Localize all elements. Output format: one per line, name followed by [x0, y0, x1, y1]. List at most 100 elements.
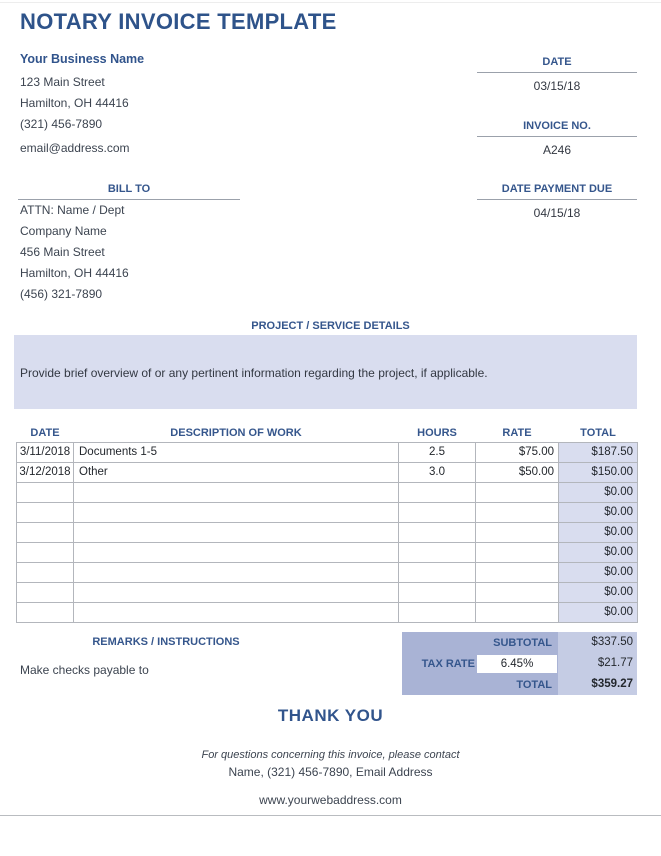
bill-to-phone: (456) 321-7890 — [20, 287, 103, 301]
business-address-line1: 123 Main Street — [20, 75, 105, 89]
remarks-label: REMARKS / INSTRUCTIONS — [92, 636, 240, 648]
tax-row: TAX RATE $21.77 — [402, 653, 637, 674]
cell-description — [73, 541, 399, 563]
cell-description: Documents 1-5 — [73, 441, 399, 463]
business-name: Your Business Name — [20, 52, 145, 66]
cell-total: $0.00 — [558, 481, 638, 503]
cell-description: Other — [73, 461, 399, 483]
payment-due-rule — [477, 199, 637, 200]
cell-date — [16, 561, 74, 583]
cell-hours — [398, 481, 476, 503]
bill-to-company: Company Name — [20, 224, 107, 238]
cell-rate — [475, 521, 559, 543]
invoice-date-rule — [477, 72, 637, 73]
footer-contact-note: For questions concerning this invoice, p… — [201, 749, 460, 761]
total-row: TOTAL $359.27 — [402, 674, 637, 695]
cell-hours — [398, 501, 476, 523]
cell-description — [73, 521, 399, 543]
bill-to-address-line1: 456 Main Street — [20, 245, 105, 259]
bill-to-section: BILL TO ATTN: Name / Dept Company Name 4… — [18, 183, 240, 305]
header-rate: RATE — [502, 426, 532, 439]
header-hours: HOURS — [417, 426, 457, 439]
header-total: TOTAL — [580, 426, 616, 439]
cell-total: $0.00 — [558, 561, 638, 583]
cell-rate — [475, 581, 559, 603]
cell-total: $187.50 — [558, 441, 638, 463]
cell-date — [16, 601, 74, 623]
table-row: $0.00 — [16, 561, 638, 583]
footer-website: www.yourwebaddress.com — [259, 793, 402, 807]
tax-rate-label: TAX RATE — [421, 657, 475, 670]
bill-to-attn: ATTN: Name / Dept — [20, 203, 125, 217]
tax-amount-value: $21.77 — [558, 653, 637, 674]
cell-hours — [398, 561, 476, 583]
bill-to-address-line2: Hamilton, OH 44416 — [20, 266, 129, 280]
subtotal-label-area: SUBTOTAL — [402, 632, 558, 653]
work-table-body: 3/11/2018 Documents 1-5 2.5 $75.00 $187.50 3/… — [16, 441, 638, 623]
invoice-number-value: A246 — [542, 143, 572, 157]
checks-payable-note: Make checks payable to — [20, 663, 149, 677]
cell-rate — [475, 541, 559, 563]
summary-box: SUBTOTAL $337.50 TAX RATE $21.77 TOTAL $… — [402, 632, 637, 695]
cell-total: $0.00 — [558, 601, 638, 623]
bottom-divider — [0, 815, 661, 816]
cell-description — [73, 481, 399, 503]
cell-hours: 2.5 — [398, 441, 476, 463]
project-details-box: Provide brief overview of or any pertine… — [14, 335, 637, 409]
subtotal-label: SUBTOTAL — [493, 636, 552, 649]
table-row: $0.00 — [16, 581, 638, 603]
header-description: DESCRIPTION OF WORK — [170, 426, 302, 439]
cell-description — [73, 601, 399, 623]
business-address-line2: Hamilton, OH 44416 — [20, 96, 129, 110]
table-row: 3/12/2018 Other 3.0 $50.00 $150.00 — [16, 461, 638, 483]
cell-date — [16, 481, 74, 503]
grand-total-value: $359.27 — [558, 674, 637, 695]
table-row: $0.00 — [16, 501, 638, 523]
cell-date — [16, 521, 74, 543]
subtotal-value: $337.50 — [558, 632, 637, 653]
cell-total: $0.00 — [558, 581, 638, 603]
bill-to-rule — [18, 199, 240, 200]
cell-date — [16, 581, 74, 603]
invoice-number-rule — [477, 136, 637, 137]
cell-hours — [398, 541, 476, 563]
cell-description — [73, 561, 399, 583]
project-overview-text: Provide brief overview of or any pertine… — [20, 366, 488, 380]
invoice-date-field: DATE 03/15/18 — [477, 56, 637, 93]
business-info: Your Business Name 123 Main Street Hamil… — [20, 52, 144, 159]
table-row: $0.00 — [16, 601, 638, 623]
payment-due-value: 04/15/18 — [533, 206, 581, 220]
footer-contact-info: Name, (321) 456-7890, Email Address — [228, 765, 433, 779]
total-label: TOTAL — [516, 678, 552, 691]
payment-due-label: DATE PAYMENT DUE — [501, 183, 613, 195]
invoice-date-label: DATE — [542, 56, 572, 68]
cell-rate — [475, 481, 559, 503]
cell-hours — [398, 521, 476, 543]
cell-total: $0.00 — [558, 501, 638, 523]
header-date: DATE — [30, 426, 60, 439]
table-row: $0.00 — [16, 541, 638, 563]
cell-hours — [398, 601, 476, 623]
cell-rate — [475, 601, 559, 623]
cell-description — [73, 501, 399, 523]
bill-to-label: BILL TO — [107, 183, 151, 195]
cell-date — [16, 541, 74, 563]
work-table-header-row: DATE DESCRIPTION OF WORK HOURS RATE TOTA… — [17, 424, 638, 442]
tax-rate-input[interactable] — [477, 654, 557, 673]
total-label-area: TOTAL — [402, 674, 558, 695]
page-title: NOTARY INVOICE TEMPLATE — [20, 9, 337, 34]
project-details-label: PROJECT / SERVICE DETAILS — [251, 320, 410, 332]
cell-rate — [475, 561, 559, 583]
subtotal-row: SUBTOTAL $337.50 — [402, 632, 637, 653]
cell-date: 3/12/2018 — [16, 461, 74, 483]
cell-date — [16, 501, 74, 523]
payment-due-field: DATE PAYMENT DUE 04/15/18 — [477, 183, 637, 220]
table-row: 3/11/2018 Documents 1-5 2.5 $75.00 $187.50 — [16, 441, 638, 463]
tax-label-area: TAX RATE — [402, 653, 558, 674]
invoice-date-value: 03/15/18 — [533, 79, 581, 93]
business-phone: (321) 456-7890 — [20, 117, 103, 131]
table-row: $0.00 — [16, 521, 638, 543]
thank-you-text: THANK YOU — [277, 706, 384, 725]
work-table: DATE DESCRIPTION OF WORK HOURS RATE TOTA… — [16, 424, 638, 623]
